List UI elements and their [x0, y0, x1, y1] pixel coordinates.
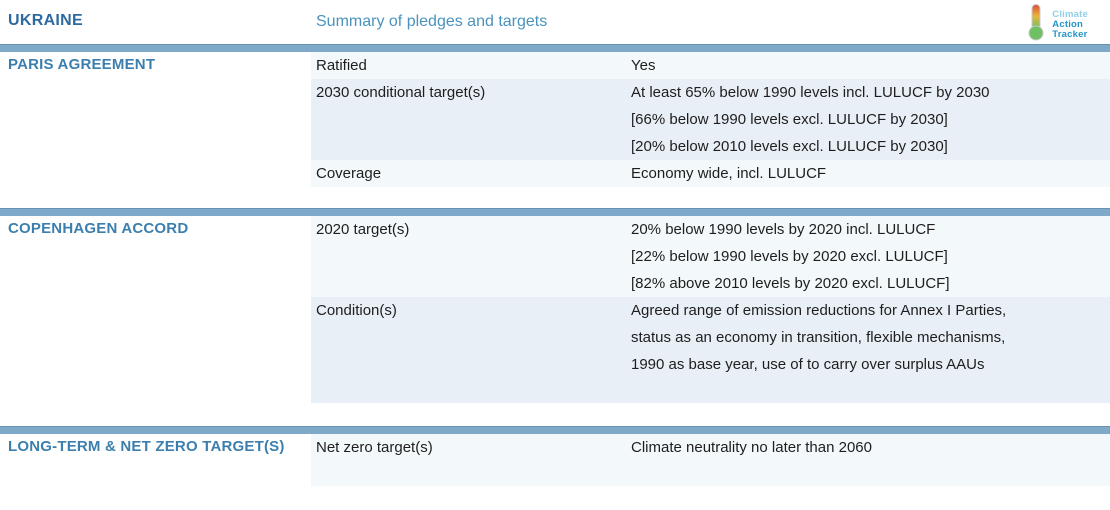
- row-values: Yes: [631, 52, 1110, 79]
- logo-wordmark: Climate Action Tracker: [1052, 8, 1088, 40]
- table-row: Coverage Economy wide, incl. LULUCF: [311, 160, 1110, 187]
- row-values: Economy wide, incl. LULUCF: [631, 160, 1110, 187]
- logo-word-tracker: Tracker: [1052, 28, 1088, 40]
- page-subtitle: Summary of pledges and targets: [316, 13, 548, 30]
- table-row: Condition(s) Agreed range of emission red…: [311, 297, 1110, 403]
- value-line: Climate neutrality no later than 2060: [631, 439, 872, 456]
- row-label: 2030 conditional target(s): [316, 84, 486, 101]
- logo-word-climate: Climate: [1052, 8, 1088, 20]
- logo-word-action: Action: [1052, 18, 1084, 30]
- climate-action-tracker-logo: Climate Action Tracker: [1023, 3, 1088, 46]
- row-values: Agreed range of emission reductions for …: [631, 297, 1110, 378]
- value-line: Yes: [631, 57, 656, 74]
- section-gap: [0, 187, 1110, 208]
- section-title: LONG-TERM & NET ZERO TARGET(S): [0, 434, 311, 486]
- section-title: COPENHAGEN ACCORD: [0, 216, 311, 403]
- value-line: [66% below 1990 levels excl. LULUCF by 2…: [631, 111, 948, 128]
- row-label: Net zero target(s): [316, 439, 433, 456]
- value-line: [82% above 2010 levels by 2020 excl. LUL…: [631, 275, 950, 292]
- section-rows: Net zero target(s) Climate neutrality no …: [311, 434, 1110, 486]
- table-row: Ratified Yes: [311, 52, 1110, 79]
- value-line: Agreed range of emission reductions for …: [631, 302, 1007, 319]
- sections-container: PARIS AGREEMENT Ratified Yes 2030 condition…: [0, 44, 1110, 486]
- value-line: 20% below 1990 levels by 2020 incl. LULU…: [631, 221, 936, 238]
- section-rows: 2020 target(s) 20% below 1990 levels by 2…: [311, 216, 1110, 403]
- row-label: 2020 target(s): [316, 221, 410, 238]
- page-header: UKRAINE Summary of pledges and targets C…: [0, 0, 1110, 44]
- section-body: PARIS AGREEMENT Ratified Yes 2030 condition…: [0, 52, 1110, 187]
- value-line: 1990 as base year, use of to carry over …: [631, 356, 985, 373]
- table-row: 2020 target(s) 20% below 1990 levels by 2…: [311, 216, 1110, 297]
- section-gap: [0, 403, 1110, 426]
- section: LONG-TERM & NET ZERO TARGET(S) Net zero t…: [0, 426, 1110, 486]
- section-divider-bar: [0, 426, 1110, 434]
- value-line: [22% below 1990 levels by 2020 excl. LUL…: [631, 248, 948, 265]
- section-divider-bar: [0, 44, 1110, 52]
- table-row: 2030 conditional target(s) At least 65% b…: [311, 79, 1110, 160]
- section-body: LONG-TERM & NET ZERO TARGET(S) Net zero t…: [0, 434, 1110, 486]
- value-line: At least 65% below 1990 levels incl. LUL…: [631, 84, 990, 101]
- row-values: Climate neutrality no later than 2060: [631, 434, 1110, 461]
- section-divider-bar: [0, 208, 1110, 216]
- section: COPENHAGEN ACCORD 2020 target(s) 20% below…: [0, 208, 1110, 403]
- thermometer-icon: [1023, 3, 1049, 46]
- country-title: UKRAINE: [8, 12, 83, 29]
- row-label: Condition(s): [316, 302, 397, 319]
- section-title: PARIS AGREEMENT: [0, 52, 311, 187]
- row-values: 20% below 1990 levels by 2020 incl. LULU…: [631, 216, 1110, 297]
- value-line: status as an economy in transition, flex…: [631, 329, 1006, 346]
- section-rows: Ratified Yes 2030 conditional target(s) At …: [311, 52, 1110, 187]
- table-row: Net zero target(s) Climate neutrality no …: [311, 434, 1110, 486]
- row-label: Coverage: [316, 165, 382, 182]
- row-label: Ratified: [316, 57, 367, 74]
- row-values: At least 65% below 1990 levels incl. LUL…: [631, 79, 1110, 160]
- value-line: [20% below 2010 levels excl. LULUCF by 2…: [631, 138, 948, 155]
- value-line: Economy wide, incl. LULUCF: [631, 165, 827, 182]
- section-body: COPENHAGEN ACCORD 2020 target(s) 20% below…: [0, 216, 1110, 403]
- section: PARIS AGREEMENT Ratified Yes 2030 condition…: [0, 44, 1110, 187]
